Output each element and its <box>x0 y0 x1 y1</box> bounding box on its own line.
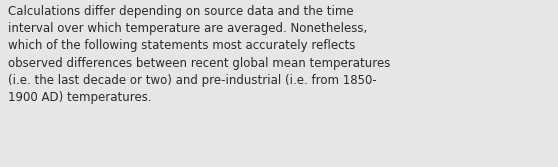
Text: Calculations differ depending on source data and the time
interval over which te: Calculations differ depending on source … <box>8 5 391 104</box>
